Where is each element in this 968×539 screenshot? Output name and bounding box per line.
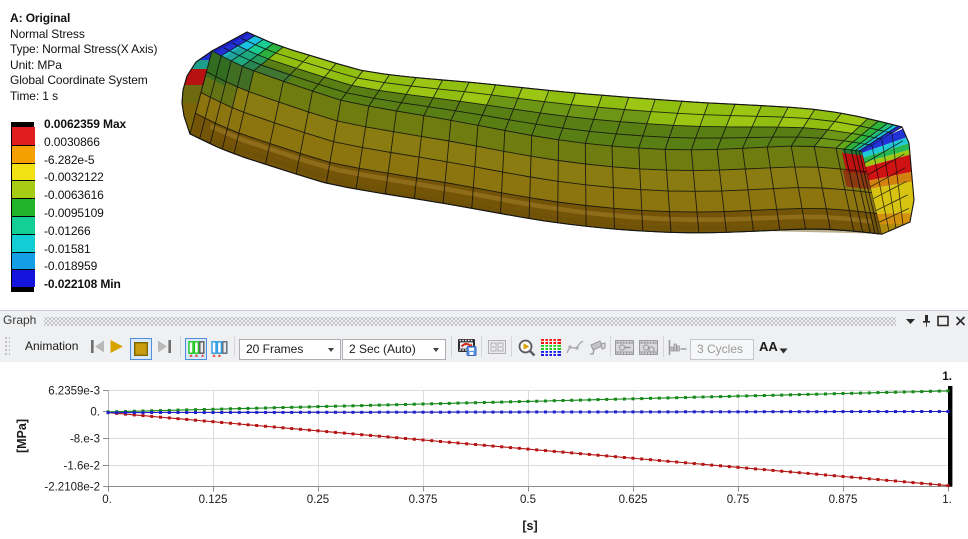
svg-text:0.25: 0.25 [307,494,329,506]
svg-text:0.5: 0.5 [520,494,536,506]
svg-text:-2.2108e-2: -2.2108e-2 [44,482,100,494]
svg-text:1.: 1. [942,371,952,383]
svg-text:[MPa]: [MPa] [15,419,29,453]
svg-text:0.125: 0.125 [199,494,228,506]
svg-text:1.: 1. [942,494,952,506]
svg-text:0.75: 0.75 [727,494,749,506]
svg-text:-8.e-3: -8.e-3 [70,434,100,446]
svg-text:[s]: [s] [522,519,537,533]
svg-text:0.875: 0.875 [829,494,858,506]
svg-text:0.375: 0.375 [409,494,438,506]
svg-text:0.: 0. [102,494,112,506]
svg-text:0.: 0. [90,407,100,419]
svg-text:0.625: 0.625 [619,494,648,506]
svg-text:6.2359e-3: 6.2359e-3 [48,386,100,398]
svg-text:-1.6e-2: -1.6e-2 [64,461,100,473]
